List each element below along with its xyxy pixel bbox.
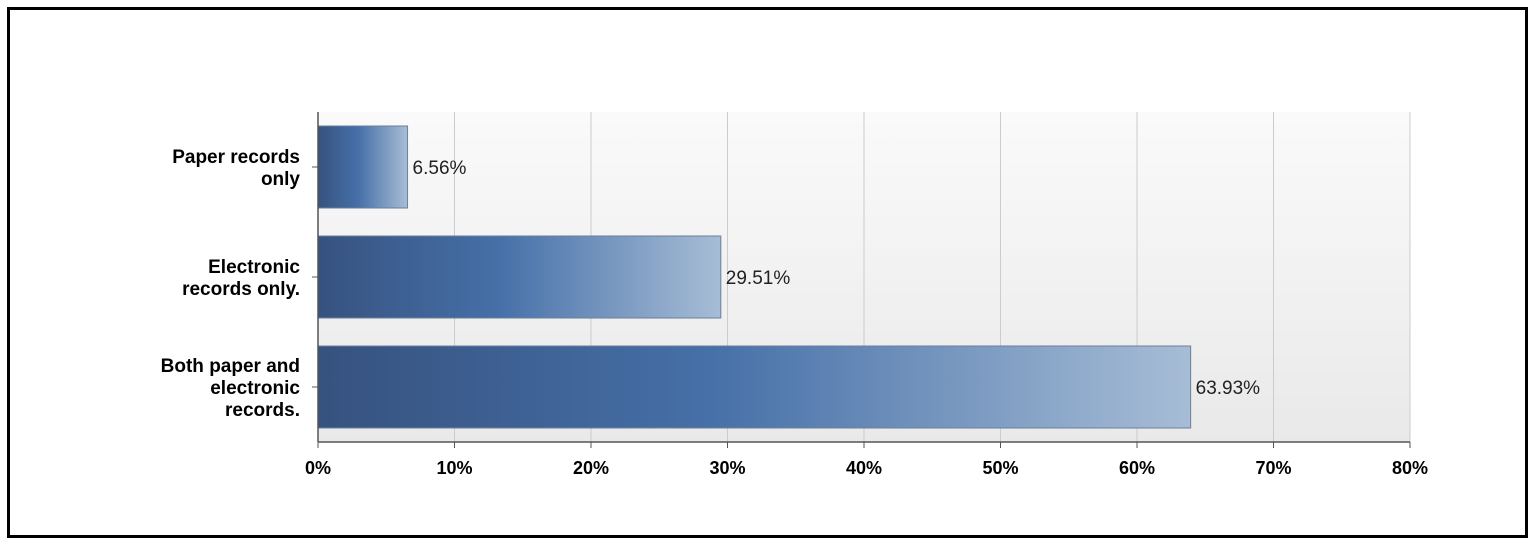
bar-value-label: 63.93% xyxy=(1196,378,1261,399)
x-tick-label: 10% xyxy=(436,458,472,478)
category-label-line: only xyxy=(261,169,300,190)
x-tick-label: 70% xyxy=(1255,458,1291,478)
category-label: Electronic records only. xyxy=(182,257,300,300)
category-label: Paper records only xyxy=(172,147,300,190)
x-tick-label: 0% xyxy=(305,458,331,478)
bar-value-label: 29.51% xyxy=(726,268,791,289)
x-tick-label: 20% xyxy=(573,458,609,478)
category-label-line: Electronic xyxy=(208,257,300,278)
category-label-line: Paper records xyxy=(172,147,300,168)
category-label: Both paper and electronic records. xyxy=(161,356,301,421)
x-tick-label: 30% xyxy=(709,458,745,478)
category-label-line: records. xyxy=(225,400,300,421)
x-tick-label: 80% xyxy=(1392,458,1428,478)
category-label-line: Both paper and xyxy=(161,356,300,377)
bar xyxy=(317,125,409,209)
bar-value-label: 6.56% xyxy=(413,158,467,179)
bar xyxy=(317,345,1192,429)
x-tick-label: 60% xyxy=(1119,458,1155,478)
x-tick-label: 40% xyxy=(846,458,882,478)
x-tick-label: 50% xyxy=(982,458,1018,478)
category-label-line: records only. xyxy=(182,279,300,300)
category-label-line: electronic xyxy=(210,378,300,399)
bar xyxy=(317,235,722,319)
